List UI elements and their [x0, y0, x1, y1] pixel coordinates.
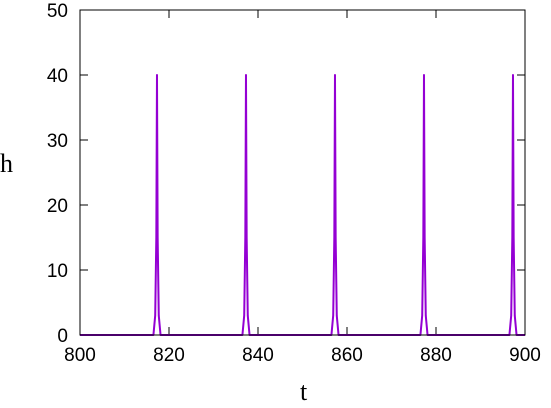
x-tick-label: 880	[420, 345, 452, 366]
plot-frame	[79, 9, 526, 336]
x-axis-label: t	[300, 377, 308, 406]
x-tick-label: 860	[331, 345, 363, 366]
y-tick-label: 40	[47, 66, 68, 87]
y-tick-label: 20	[47, 196, 68, 217]
y-tick-label: 30	[47, 131, 68, 152]
y-tick-label: 0	[57, 326, 68, 347]
x-tick-label: 900	[509, 345, 541, 366]
data-line	[80, 74, 525, 336]
x-tick-label: 840	[242, 345, 274, 366]
x-tick-label: 820	[153, 345, 185, 366]
y-tick-label: 10	[47, 261, 68, 282]
y-tick-label: 50	[47, 1, 68, 22]
x-tick-label: 800	[64, 345, 96, 366]
y-axis-label: h	[0, 149, 13, 178]
